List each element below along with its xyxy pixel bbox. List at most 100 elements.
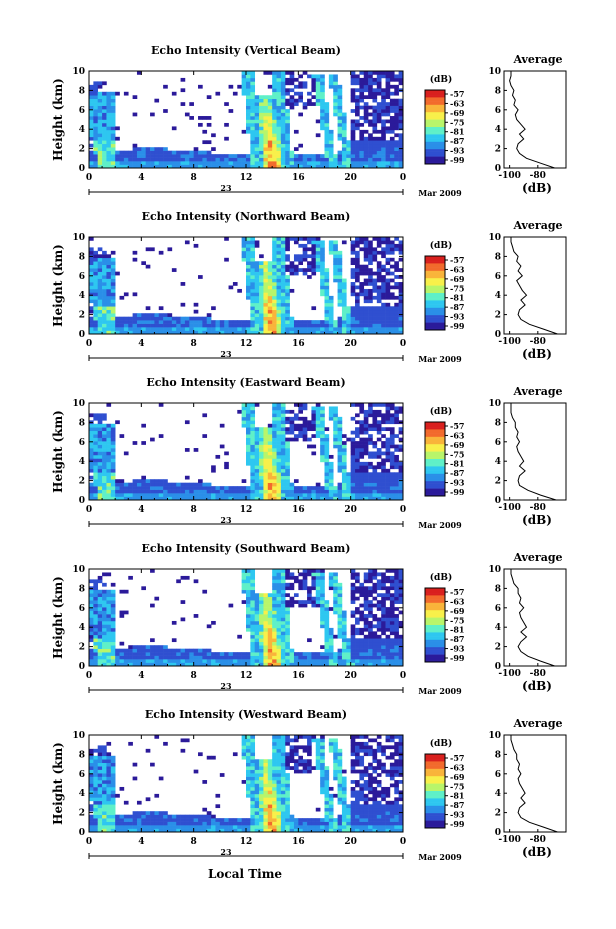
heatmap-cell [241,237,247,241]
heatmap-cell [280,306,286,311]
heatmap-cell [102,489,107,494]
heatmap-cell [341,614,347,618]
heatmap-cell [110,157,116,162]
heatmap-cell [93,807,99,812]
heatmap-cell [394,465,399,470]
heatmap-cell [320,406,325,411]
heatmap-cell [263,268,269,272]
colorbar-band [425,494,445,497]
heatmap-cell [141,586,146,591]
heatmap-cell [355,295,360,300]
heatmap-cell [320,489,325,494]
heatmap-cell [346,472,351,477]
heatmap-cell [289,427,295,432]
heatmap-cell [106,271,112,276]
heatmap-cell [119,589,125,594]
heatmap-cell [355,482,360,487]
heatmap-cell [106,254,112,259]
heatmap-cell [272,493,277,497]
heatmap-cell [346,164,351,169]
heatmap-cell [128,327,133,331]
heatmap-cell [293,240,299,245]
heatmap-cell [285,655,290,660]
heatmap-cell [106,257,112,262]
heatmap-cell [285,91,290,96]
heatmap-cell [289,320,295,324]
heatmap-cell [285,157,290,162]
heatmap-cell [381,427,386,432]
x-tick-label: 16 [292,339,305,349]
heatmap-cell [350,486,356,490]
heatmap-cell [398,493,404,497]
colorbar-band [425,315,445,318]
heatmap-cell [259,313,264,317]
x-tick-label: 0 [400,173,406,183]
heatmap-cell [385,409,391,414]
heatmap-cell [341,122,347,127]
heatmap-cell [324,458,330,463]
heatmap-cell [363,468,369,473]
heatmap-cell [350,240,356,245]
heatmap-cell [211,323,216,328]
heatmap-cell [355,496,360,501]
heatmap-cell [250,237,256,241]
heatmap-cell [110,444,116,449]
heatmap-cell [211,659,216,663]
heatmap-cell [280,74,286,79]
heatmap-cell [355,309,360,314]
heatmap-cell [280,136,286,141]
x-tick-label: 20 [344,339,357,349]
heatmap-cell [276,489,282,494]
heatmap-cell [206,157,212,162]
heatmap-cell [285,441,290,445]
heatmap-cell [119,157,125,162]
heatmap-cell [136,147,142,151]
heatmap-cell [355,292,360,297]
heatmap-cell [368,112,373,117]
heatmap-cell [211,486,216,490]
heatmap-cell [123,662,129,667]
heatmap-cells [89,237,404,335]
heatmap-cell [328,648,334,653]
heatmap-cell [272,323,277,328]
heatmap-cell [285,254,290,259]
heatmap-cell [289,652,295,656]
heatmap-cell [110,603,116,608]
heatmap-cell [398,302,404,307]
heatmap-cell [206,320,212,324]
colorbar-band [425,272,445,275]
heatmap-cell [202,496,208,501]
heatmap-cell [180,302,186,307]
heatmap-cell [381,292,386,297]
heatmap-cell [110,448,116,452]
heatmap-cell [115,479,120,483]
heatmap-cell [376,278,382,283]
heatmap-cell [372,479,378,483]
heatmap-cell [363,423,369,428]
heatmap-cell [97,486,103,490]
heatmap-cell [219,496,225,501]
heatmap-cell [385,143,391,148]
heatmap-cell [106,468,112,473]
heatmap-cell [206,330,212,335]
colorbar-band [425,102,445,106]
heatmap-cell [154,828,160,833]
heatmap-cell [350,472,356,477]
heatmap-cell [106,769,112,774]
heatmap-cell [232,496,238,501]
heatmap-cell [211,493,216,497]
heatmap-cell [167,157,173,162]
heatmap-cell [272,496,277,501]
heatmap-cell [280,493,286,497]
heatmap-cell [389,105,395,110]
heatmap-cell [285,451,290,456]
heatmap-cell [398,593,404,598]
heatmap-cell [145,157,151,162]
heatmap-cell [280,448,286,452]
heatmap-cell [285,320,290,324]
heatmap-cell [350,468,356,473]
heatmap-cell [280,454,286,459]
heatmap-cell [272,105,277,110]
heatmap-cell [241,486,247,490]
heatmap-cell [372,489,378,494]
